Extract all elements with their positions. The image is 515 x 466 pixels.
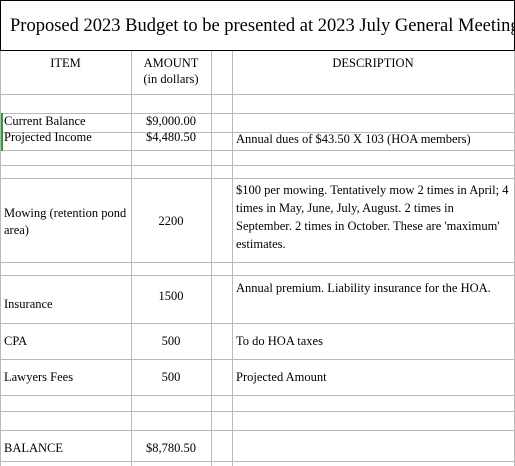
gridline-h xyxy=(0,461,515,462)
gridline-h xyxy=(0,262,515,263)
gridline-h xyxy=(0,178,515,179)
gridline-h xyxy=(0,94,515,95)
sheet-title: Proposed 2023 Budget to be presented at … xyxy=(0,0,515,51)
active-cell-marker xyxy=(1,113,3,151)
row-projected-income-item: Projected Income xyxy=(4,129,130,146)
row-projected-income-description: Annual dues of $43.50 X 103 (HOA members… xyxy=(236,131,514,148)
row-current-balance-amount: $9,000.00 xyxy=(131,113,211,130)
row-lawyers-description: Projected Amount xyxy=(236,369,512,386)
gridline-h xyxy=(0,323,515,324)
gridline-h xyxy=(0,430,515,431)
header-amount-unit: (in dollars) xyxy=(131,71,211,88)
row-cpa-description: To do HOA taxes xyxy=(236,333,512,350)
row-mowing-amount: 2200 xyxy=(131,213,211,230)
row-cpa-amount: 500 xyxy=(131,333,211,350)
gridline-h xyxy=(0,411,515,412)
gridline-h xyxy=(0,395,515,396)
header-amount: AMOUNT xyxy=(131,55,211,72)
gridline-h xyxy=(0,165,515,166)
row-lawyers-item: Lawyers Fees xyxy=(4,369,130,386)
gridline-h xyxy=(0,150,515,151)
row-insurance-amount: 1500 xyxy=(131,288,211,305)
budget-grid: ITEM AMOUNT (in dollars) DESCRIPTION Cur… xyxy=(0,51,515,466)
gridline-h xyxy=(0,359,515,360)
row-lawyers-amount: 500 xyxy=(131,369,211,386)
gridline-h xyxy=(0,275,515,276)
row-insurance-item: Insurance xyxy=(4,296,130,313)
row-mowing-description: $100 per mowing. Tentatively mow 2 times… xyxy=(236,181,512,253)
row-current-balance-item: Current Balance xyxy=(4,113,130,130)
header-description: DESCRIPTION xyxy=(232,55,514,72)
row-balance-amount: $8,780.50 xyxy=(131,440,211,457)
row-projected-income-amount: $4,480.50 xyxy=(131,129,211,146)
header-item: ITEM xyxy=(0,55,131,72)
row-insurance-description: Annual premium. Liability insurance for … xyxy=(236,279,512,297)
row-balance-item: BALANCE xyxy=(4,440,130,457)
row-mowing-item: Mowing (retention pond area) xyxy=(4,205,128,238)
row-cpa-item: CPA xyxy=(4,333,130,350)
